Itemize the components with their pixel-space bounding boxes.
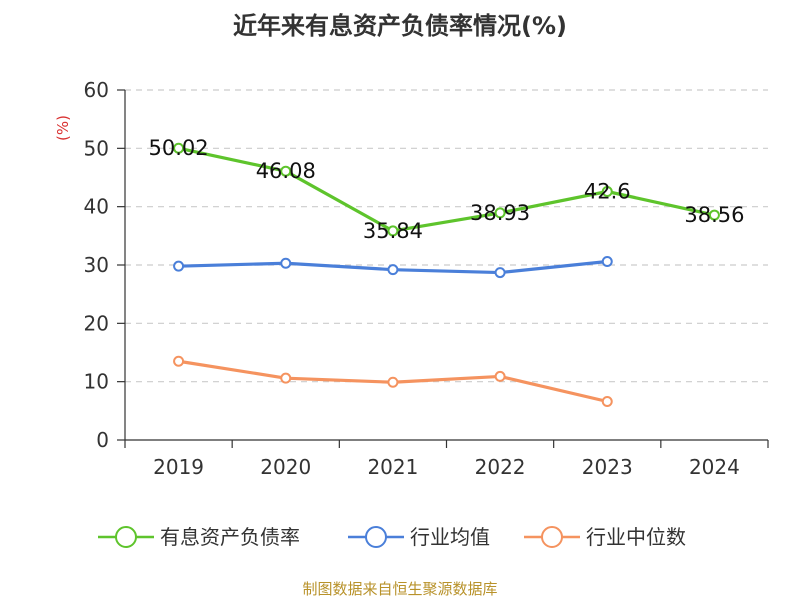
data-point bbox=[494, 370, 506, 382]
legend-item[interactable]: 有息资产负债率 bbox=[98, 525, 300, 549]
legend-label: 行业中位数 bbox=[586, 525, 686, 549]
legend-label: 行业均值 bbox=[410, 525, 490, 549]
data-point bbox=[173, 142, 185, 154]
data-point bbox=[494, 267, 506, 279]
data-label: 50.02 bbox=[149, 136, 209, 160]
data-point bbox=[601, 256, 613, 267]
data-point bbox=[494, 207, 506, 219]
x-tick-label: 2021 bbox=[367, 455, 418, 479]
x-tick-label: 2024 bbox=[689, 455, 740, 479]
legend-marker bbox=[365, 526, 387, 548]
data-label: 35.84 bbox=[363, 219, 423, 243]
legend-item[interactable]: 行业均值 bbox=[348, 525, 490, 549]
data-point bbox=[387, 376, 399, 388]
x-tick-label: 2020 bbox=[260, 455, 311, 479]
data-label: 38.93 bbox=[470, 201, 530, 225]
data-point bbox=[601, 186, 613, 197]
y-axis-unit: (%) bbox=[54, 115, 72, 141]
series-layer bbox=[173, 142, 720, 407]
axes: 0 10 20 30 40 50 60 2019 2020 2021 2022 2023 2024 (%) bbox=[54, 78, 769, 479]
data-label: 38.56 bbox=[684, 203, 744, 227]
source-note: 制图数据来自恒生聚源数据库 bbox=[302, 580, 498, 598]
x-tick-label: 2022 bbox=[475, 455, 526, 479]
data-point bbox=[280, 257, 292, 269]
data-point bbox=[601, 396, 613, 407]
y-tick-label: 10 bbox=[84, 370, 109, 394]
y-tick-label: 30 bbox=[84, 253, 109, 277]
y-tick-label: 60 bbox=[84, 78, 109, 102]
data-point bbox=[173, 260, 185, 272]
y-tick-label: 20 bbox=[84, 311, 109, 335]
y-tick-label: 0 bbox=[96, 428, 109, 452]
data-label: 42.6 bbox=[584, 180, 631, 204]
legend-label: 有息资产负债率 bbox=[160, 525, 300, 549]
y-tick-label: 50 bbox=[84, 136, 109, 160]
data-point bbox=[387, 264, 399, 276]
legend[interactable]: 有息资产负债率 行业均值 行业中位数 bbox=[98, 525, 686, 549]
x-tick-label: 2023 bbox=[582, 455, 633, 479]
data-point bbox=[280, 372, 292, 384]
legend-item[interactable]: 行业中位数 bbox=[524, 525, 686, 549]
chart-title: 近年来有息资产负债率情况(%) bbox=[233, 12, 567, 40]
data-point bbox=[280, 165, 292, 177]
legend-marker bbox=[541, 526, 563, 548]
data-label: 46.08 bbox=[256, 159, 316, 183]
grid-lines bbox=[125, 89, 768, 383]
series-line bbox=[178, 146, 715, 233]
data-labels: 50.02 46.08 35.84 38.93 42.6 38.56 bbox=[149, 136, 745, 243]
legend-marker bbox=[115, 526, 137, 548]
data-point bbox=[387, 225, 399, 237]
data-point bbox=[173, 355, 185, 367]
y-tick-label: 40 bbox=[84, 195, 109, 219]
x-tick-label: 2019 bbox=[153, 455, 204, 479]
data-point bbox=[708, 209, 720, 221]
